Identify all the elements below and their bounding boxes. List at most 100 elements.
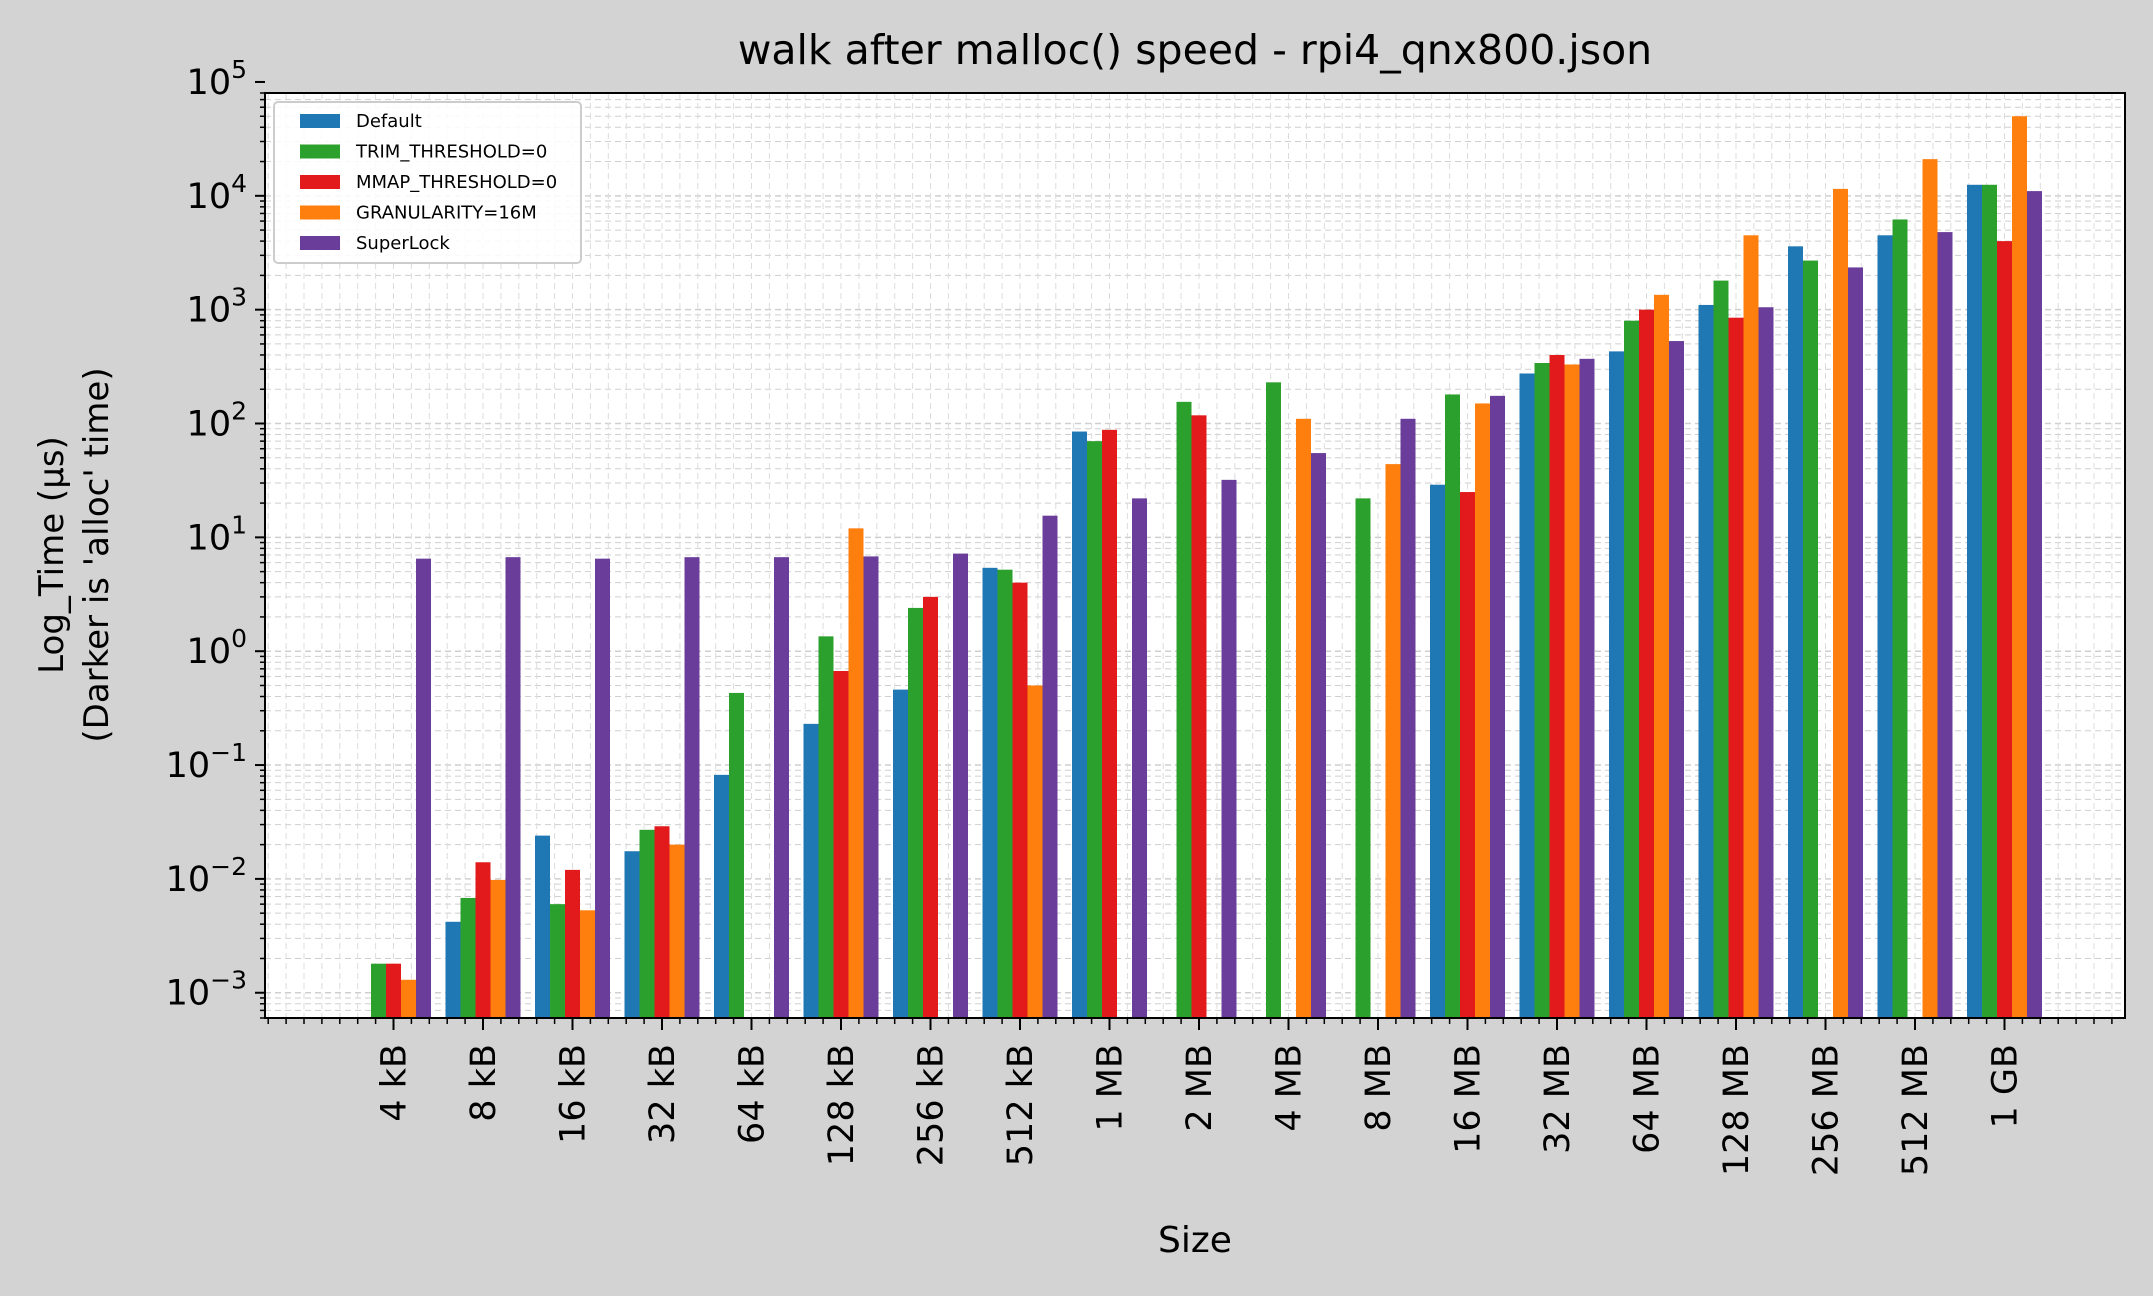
y-tick-exponent: 0 [231, 624, 247, 653]
bar [848, 528, 864, 1018]
bar [1654, 294, 1669, 1018]
bar [1922, 159, 1938, 1019]
x-tick-label: 8 MB [1359, 1044, 1399, 1132]
bar [475, 862, 491, 1018]
bar [1937, 232, 1953, 1019]
y-tick-exponent: −1 [210, 738, 247, 767]
bar [863, 556, 879, 1018]
bar [416, 558, 431, 1018]
y-tick-exponent: −3 [210, 966, 247, 995]
bar [1430, 484, 1445, 1018]
bar [1519, 373, 1535, 1018]
y-tick-base: 10 [187, 518, 232, 558]
legend-swatch [300, 175, 340, 189]
bar [2027, 191, 2042, 1018]
bar [982, 567, 998, 1018]
bar [1355, 498, 1371, 1018]
bar [639, 829, 655, 1018]
legend-label: MMAP_THRESHOLD=0 [356, 172, 557, 193]
bar [1475, 403, 1490, 1018]
bar [1788, 246, 1803, 1018]
y-tick-base: 10 [187, 405, 232, 445]
x-tick-label: 16 kB [554, 1044, 594, 1144]
legend-swatch [300, 236, 340, 250]
bar [729, 692, 744, 1018]
bar [401, 979, 416, 1018]
bar [490, 879, 506, 1018]
bar [1743, 235, 1759, 1019]
legend-swatch [300, 144, 340, 159]
legend-label: Default [356, 111, 422, 132]
bar [953, 553, 968, 1018]
bar [1758, 307, 1774, 1018]
x-tick-label: 64 MB [1628, 1044, 1668, 1154]
y-tick-base: 10 [166, 746, 211, 786]
bar [1102, 429, 1117, 1018]
bar [1012, 582, 1028, 1018]
legend: Default TRIM_THRESHOLD=0 MMAP_THRESHOLD=0 G… [273, 101, 582, 264]
x-tick-label: 32 MB [1538, 1044, 1578, 1154]
y-tick-exponent: −2 [210, 852, 247, 881]
bar [565, 869, 580, 1018]
bar [893, 689, 908, 1018]
x-tick-label: 512 MB [1896, 1044, 1936, 1176]
bar [803, 723, 819, 1018]
bar [1385, 464, 1401, 1018]
y-tick-base: 10 [166, 974, 211, 1014]
bar [1579, 358, 1595, 1018]
bar [1191, 415, 1207, 1018]
y-tick-base: 10 [166, 860, 211, 900]
bar [997, 569, 1013, 1018]
bar [580, 910, 595, 1018]
y-tick-label: 103 [187, 283, 247, 331]
bar [371, 963, 386, 1018]
y-axis-label-line2: (Darker is 'alloc' time) [77, 367, 117, 742]
bar [1266, 382, 1281, 1018]
x-tick-label: 8 kB [464, 1044, 504, 1122]
y-tick-label: 100 [187, 624, 247, 672]
bar [1967, 184, 1982, 1018]
bar [550, 904, 565, 1018]
bar [1877, 235, 1893, 1019]
bar [1460, 492, 1475, 1018]
y-tick-label: 10−2 [166, 852, 247, 900]
y-tick-base: 10 [187, 291, 232, 331]
legend-label: SuperLock [356, 233, 450, 254]
x-tick-label: 128 MB [1717, 1044, 1757, 1176]
y-tick-label: 105 [187, 55, 247, 103]
bar [2012, 116, 2027, 1018]
y-tick-label: 101 [187, 510, 247, 558]
x-axis-label: Size [1158, 1220, 1232, 1261]
bar [1833, 188, 1848, 1019]
bar [1072, 431, 1087, 1018]
bar [1997, 241, 2012, 1018]
bar [1132, 498, 1147, 1018]
y-tick-exponent: 2 [231, 397, 247, 426]
bar [1027, 685, 1043, 1018]
y-tick-base: 10 [187, 632, 232, 672]
bar [833, 671, 849, 1018]
legend-label: GRANULARITY=16M [356, 203, 537, 224]
bar [818, 636, 834, 1018]
bar [505, 557, 521, 1018]
bar [1534, 363, 1550, 1018]
legend-label: TRIM_THRESHOLD=0 [355, 142, 547, 163]
x-tick-label: 64 kB [733, 1044, 773, 1144]
y-tick-label: 10−1 [166, 738, 247, 786]
bar [1803, 260, 1818, 1018]
bar [654, 826, 670, 1018]
x-tick-label: 32 kB [643, 1044, 683, 1144]
bar [445, 921, 461, 1018]
x-tick-label: 512 kB [1001, 1044, 1041, 1166]
bar [1087, 441, 1102, 1018]
bar [1400, 418, 1416, 1019]
bar [1669, 341, 1684, 1018]
bar [714, 774, 729, 1018]
bar [1892, 219, 1908, 1018]
bar [1728, 317, 1744, 1019]
bar [1848, 267, 1863, 1018]
bar [1713, 280, 1729, 1018]
y-tick-exponent: 4 [231, 169, 247, 198]
